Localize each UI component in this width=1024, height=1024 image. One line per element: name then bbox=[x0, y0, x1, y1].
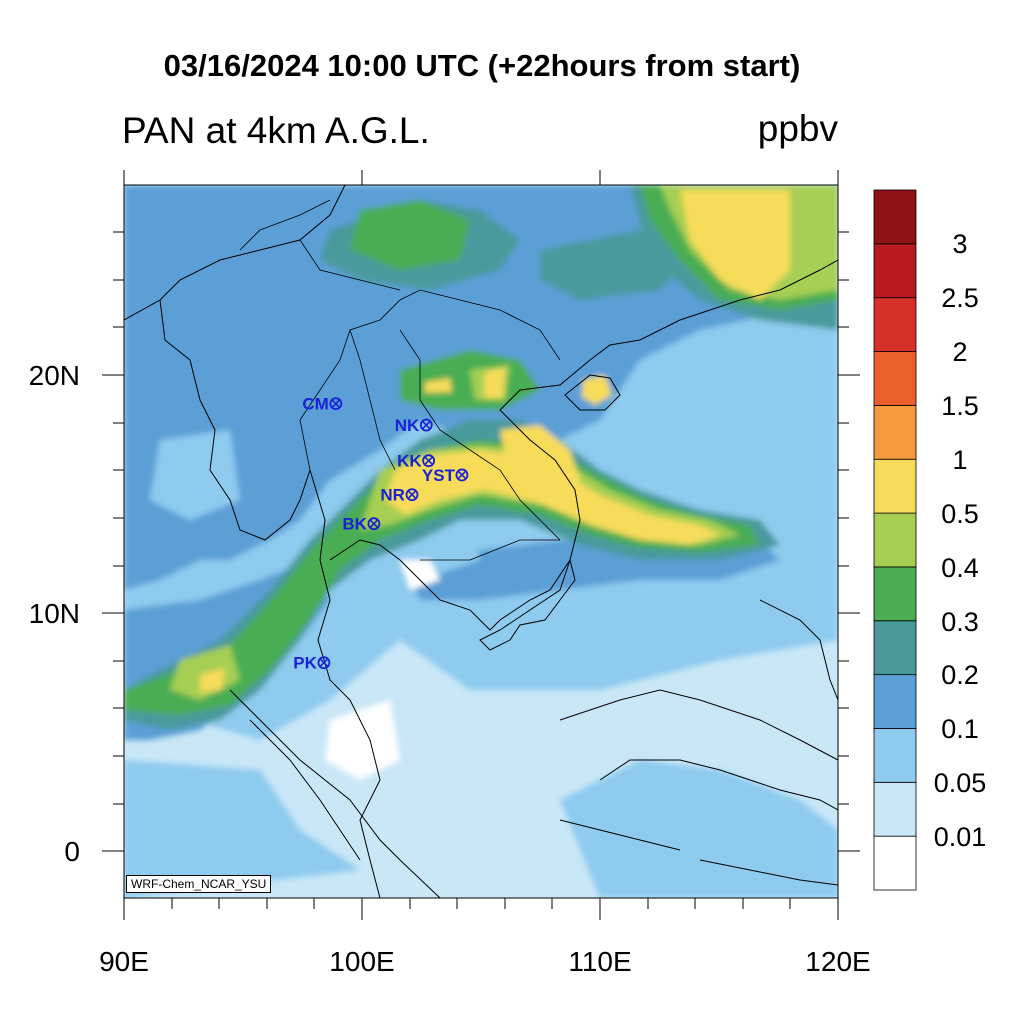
station-yst: YST bbox=[422, 466, 469, 485]
colorbar-swatch bbox=[873, 512, 917, 568]
station-label: YST bbox=[422, 466, 456, 485]
station-marker-icon bbox=[329, 397, 343, 411]
colorbar-swatch bbox=[873, 243, 917, 299]
station-marker-icon bbox=[422, 454, 436, 468]
station-pk: PK bbox=[293, 654, 331, 673]
colorbar-label: 0.5 bbox=[941, 499, 979, 529]
station-marker-icon bbox=[367, 517, 381, 531]
borders bbox=[239, 199, 561, 561]
station-marker-icon bbox=[455, 468, 469, 482]
station-label: NK bbox=[395, 416, 420, 435]
station-label: PK bbox=[293, 654, 317, 673]
colorbar-swatch bbox=[873, 566, 917, 622]
colorbar-label: 0.3 bbox=[941, 607, 979, 637]
colorbar-swatch bbox=[873, 189, 917, 245]
colorbar-label: 0.05 bbox=[933, 768, 987, 798]
colorbar-swatch bbox=[873, 351, 917, 406]
station-marker-icon bbox=[405, 488, 419, 502]
station-bk: BK bbox=[342, 515, 381, 534]
station-label: KK bbox=[397, 452, 422, 471]
lon-tick-label: 100E bbox=[329, 946, 395, 977]
variable-title: PAN at 4km A.G.L. bbox=[122, 110, 430, 151]
lon-tick-label: 90E bbox=[99, 946, 149, 977]
lon-tick-label: 110E bbox=[568, 946, 632, 977]
colorbar-swatch bbox=[873, 404, 917, 460]
colorbar-label: 3 bbox=[952, 229, 968, 259]
station-nr: NR bbox=[380, 486, 419, 505]
station-kk: KK bbox=[397, 452, 436, 471]
station-label: CM bbox=[302, 395, 328, 414]
map-frame bbox=[123, 184, 839, 899]
colorbar-label: 0.01 bbox=[933, 822, 987, 852]
station-label: BK bbox=[342, 515, 367, 534]
colorbar-label: 1 bbox=[952, 445, 968, 475]
colorbar bbox=[873, 189, 917, 891]
station-marker-icon bbox=[317, 656, 331, 670]
colorbar-label: 1.5 bbox=[941, 391, 979, 421]
colorbar-label: 2.5 bbox=[941, 283, 979, 313]
colorbar-swatch bbox=[873, 297, 917, 352]
colorbar-swatch bbox=[873, 458, 917, 514]
concentration-field bbox=[124, 185, 838, 898]
station-marker-icon bbox=[419, 418, 433, 432]
main-title: 03/16/2024 10:00 UTC (+22hours from star… bbox=[163, 48, 801, 83]
colorbar-swatch bbox=[873, 781, 917, 837]
station-cm: CM bbox=[302, 395, 343, 414]
colorbar-swatch bbox=[873, 835, 917, 891]
colorbar-label: 2 bbox=[952, 337, 968, 367]
lat-tick-label: 10N bbox=[28, 598, 80, 629]
lon-tick-label: 120E bbox=[805, 946, 871, 977]
lat-tick-label: 20N bbox=[28, 360, 80, 391]
units-label: ppbv bbox=[757, 108, 838, 149]
axis-ticks bbox=[102, 170, 860, 920]
station-label: NR bbox=[380, 486, 405, 505]
colorbar-label: 0.4 bbox=[941, 553, 979, 583]
lat-tick-label: 0 bbox=[64, 836, 80, 867]
station-nk: NK bbox=[395, 416, 433, 435]
colorbar-swatch bbox=[873, 620, 917, 676]
model-credit: WRF-Chem_NCAR_YSU bbox=[126, 875, 272, 893]
coastlines bbox=[124, 185, 838, 898]
colorbar-label: 0.2 bbox=[941, 660, 979, 690]
colorbar-swatch bbox=[873, 674, 917, 729]
colorbar-swatch bbox=[873, 728, 917, 783]
colorbar-label: 0.1 bbox=[941, 714, 979, 744]
